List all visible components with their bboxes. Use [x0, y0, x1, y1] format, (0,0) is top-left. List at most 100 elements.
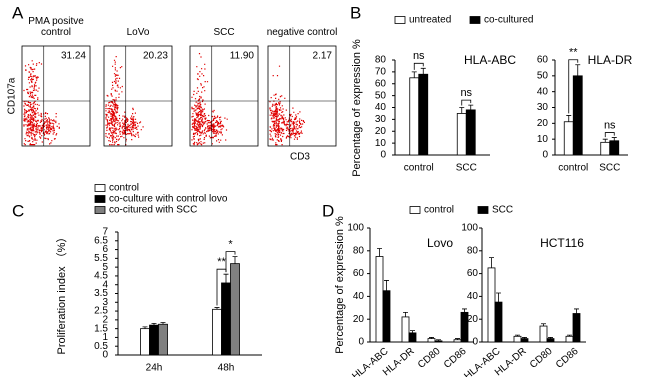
- legend-label: untreated: [409, 15, 451, 26]
- x-tick-label: 24h: [146, 363, 163, 374]
- y-tick-label: 10: [537, 134, 549, 145]
- bar: [434, 340, 443, 343]
- flow-plot-frame: [189, 45, 259, 147]
- bar: [465, 109, 476, 156]
- error-bar: [611, 137, 617, 141]
- y-tick-label: 60: [467, 268, 479, 279]
- error-bar: [575, 64, 581, 76]
- significance-label: ns: [604, 119, 616, 131]
- bar: [375, 256, 384, 343]
- significance-bracket: [413, 62, 424, 70]
- error-bar: [515, 334, 520, 337]
- y-tick-label: 20: [353, 314, 365, 325]
- significance-label: **: [569, 47, 578, 59]
- error-bar: [411, 71, 417, 78]
- bar: [487, 267, 496, 343]
- y-tick-label: 0: [542, 150, 548, 161]
- y-axis-label: Percentage of expression %: [334, 216, 346, 354]
- error-bar: [468, 104, 474, 110]
- x-tick-label: control: [558, 163, 588, 174]
- error-bar: [160, 322, 166, 325]
- y-tick-label: 50: [375, 90, 387, 101]
- panel-label: D: [322, 201, 334, 220]
- bar: [456, 113, 467, 156]
- bar: [382, 290, 391, 343]
- y-tick-label: 6: [102, 244, 108, 255]
- y-tick-label: 30: [375, 114, 387, 125]
- legend-label: control: [109, 183, 139, 194]
- error-bar: [541, 323, 546, 327]
- y-tick-label: 40: [537, 86, 549, 97]
- quadrant-value: 20.23: [143, 51, 168, 62]
- bar: [140, 328, 150, 356]
- significance-label: ns: [413, 50, 425, 62]
- y-tick-label: 3: [102, 297, 108, 308]
- y-tick-label: 0: [380, 150, 386, 161]
- y-tick-label: 40: [467, 291, 479, 302]
- y-tick-label: 80: [467, 245, 479, 256]
- y-tick-label: 0: [472, 337, 478, 348]
- y-tick-label: 2.5: [94, 306, 108, 317]
- y-tick-label: 1: [102, 332, 108, 343]
- bar: [221, 282, 231, 356]
- bar: [563, 121, 574, 156]
- x-tick-label: CD80: [528, 346, 555, 371]
- chart-title: Lovo: [427, 236, 453, 250]
- error-bar: [429, 337, 434, 339]
- legend-swatch: [477, 206, 489, 214]
- y-tick-label: 100: [461, 223, 478, 234]
- error-bar: [574, 308, 579, 314]
- legend-label: co-cultured: [484, 15, 533, 26]
- bar: [158, 323, 168, 356]
- bar: [520, 338, 529, 343]
- flow-events: [269, 65, 305, 146]
- bar: [572, 75, 583, 156]
- flow-y-label: CD107a: [7, 77, 18, 114]
- y-tick-label: 60: [353, 268, 365, 279]
- chart-title: HLA-DR: [588, 53, 633, 67]
- error-bar: [522, 337, 527, 339]
- y-tick-label: 30: [537, 102, 549, 113]
- quadrant-value: 11.90: [230, 51, 255, 62]
- chart-title: HLA-ABC: [464, 53, 516, 67]
- y-tick-label: 5: [102, 262, 108, 273]
- y-tick-label: 70: [375, 67, 387, 78]
- legend-label: co-culture with control lovo: [109, 194, 228, 205]
- y-tick-label: 50: [537, 70, 549, 81]
- y-tick-label: 2: [102, 314, 108, 325]
- bar: [494, 301, 503, 343]
- bar: [453, 339, 462, 343]
- significance-bracket: [604, 132, 615, 138]
- flow-events: [191, 53, 228, 146]
- error-bar: [602, 138, 608, 143]
- flow-title: negative control: [266, 27, 338, 38]
- error-bar: [377, 248, 382, 257]
- bar: [539, 325, 548, 343]
- x-tick-label: CD86: [554, 346, 581, 371]
- bar: [149, 324, 159, 356]
- legend-swatch: [94, 195, 106, 203]
- flow-title: PMA positve control: [28, 16, 84, 38]
- y-tick-label: 80: [353, 245, 365, 256]
- error-bar: [436, 339, 441, 341]
- error-bar: [496, 292, 501, 303]
- y-tick-label: 100: [347, 223, 364, 234]
- error-bar: [151, 322, 157, 326]
- y-tick-label: 6.5: [94, 235, 108, 246]
- quadrant-value: 2.17: [313, 51, 333, 62]
- error-bar: [566, 115, 572, 122]
- legend-label: SCC: [492, 205, 513, 216]
- significance-label: ns: [460, 87, 472, 99]
- flow-plot-frame: [103, 45, 173, 147]
- significance-label: **: [217, 256, 226, 268]
- legend-swatch: [394, 16, 406, 24]
- significance-label: *: [228, 239, 233, 251]
- error-bar: [214, 307, 220, 310]
- bar: [418, 73, 429, 156]
- legend-swatch: [94, 206, 106, 214]
- y-tick-label: 40: [353, 291, 365, 302]
- bar: [427, 338, 436, 343]
- quadrant-value: 31.24: [61, 51, 86, 62]
- error-bar: [223, 273, 229, 283]
- bar: [565, 335, 574, 343]
